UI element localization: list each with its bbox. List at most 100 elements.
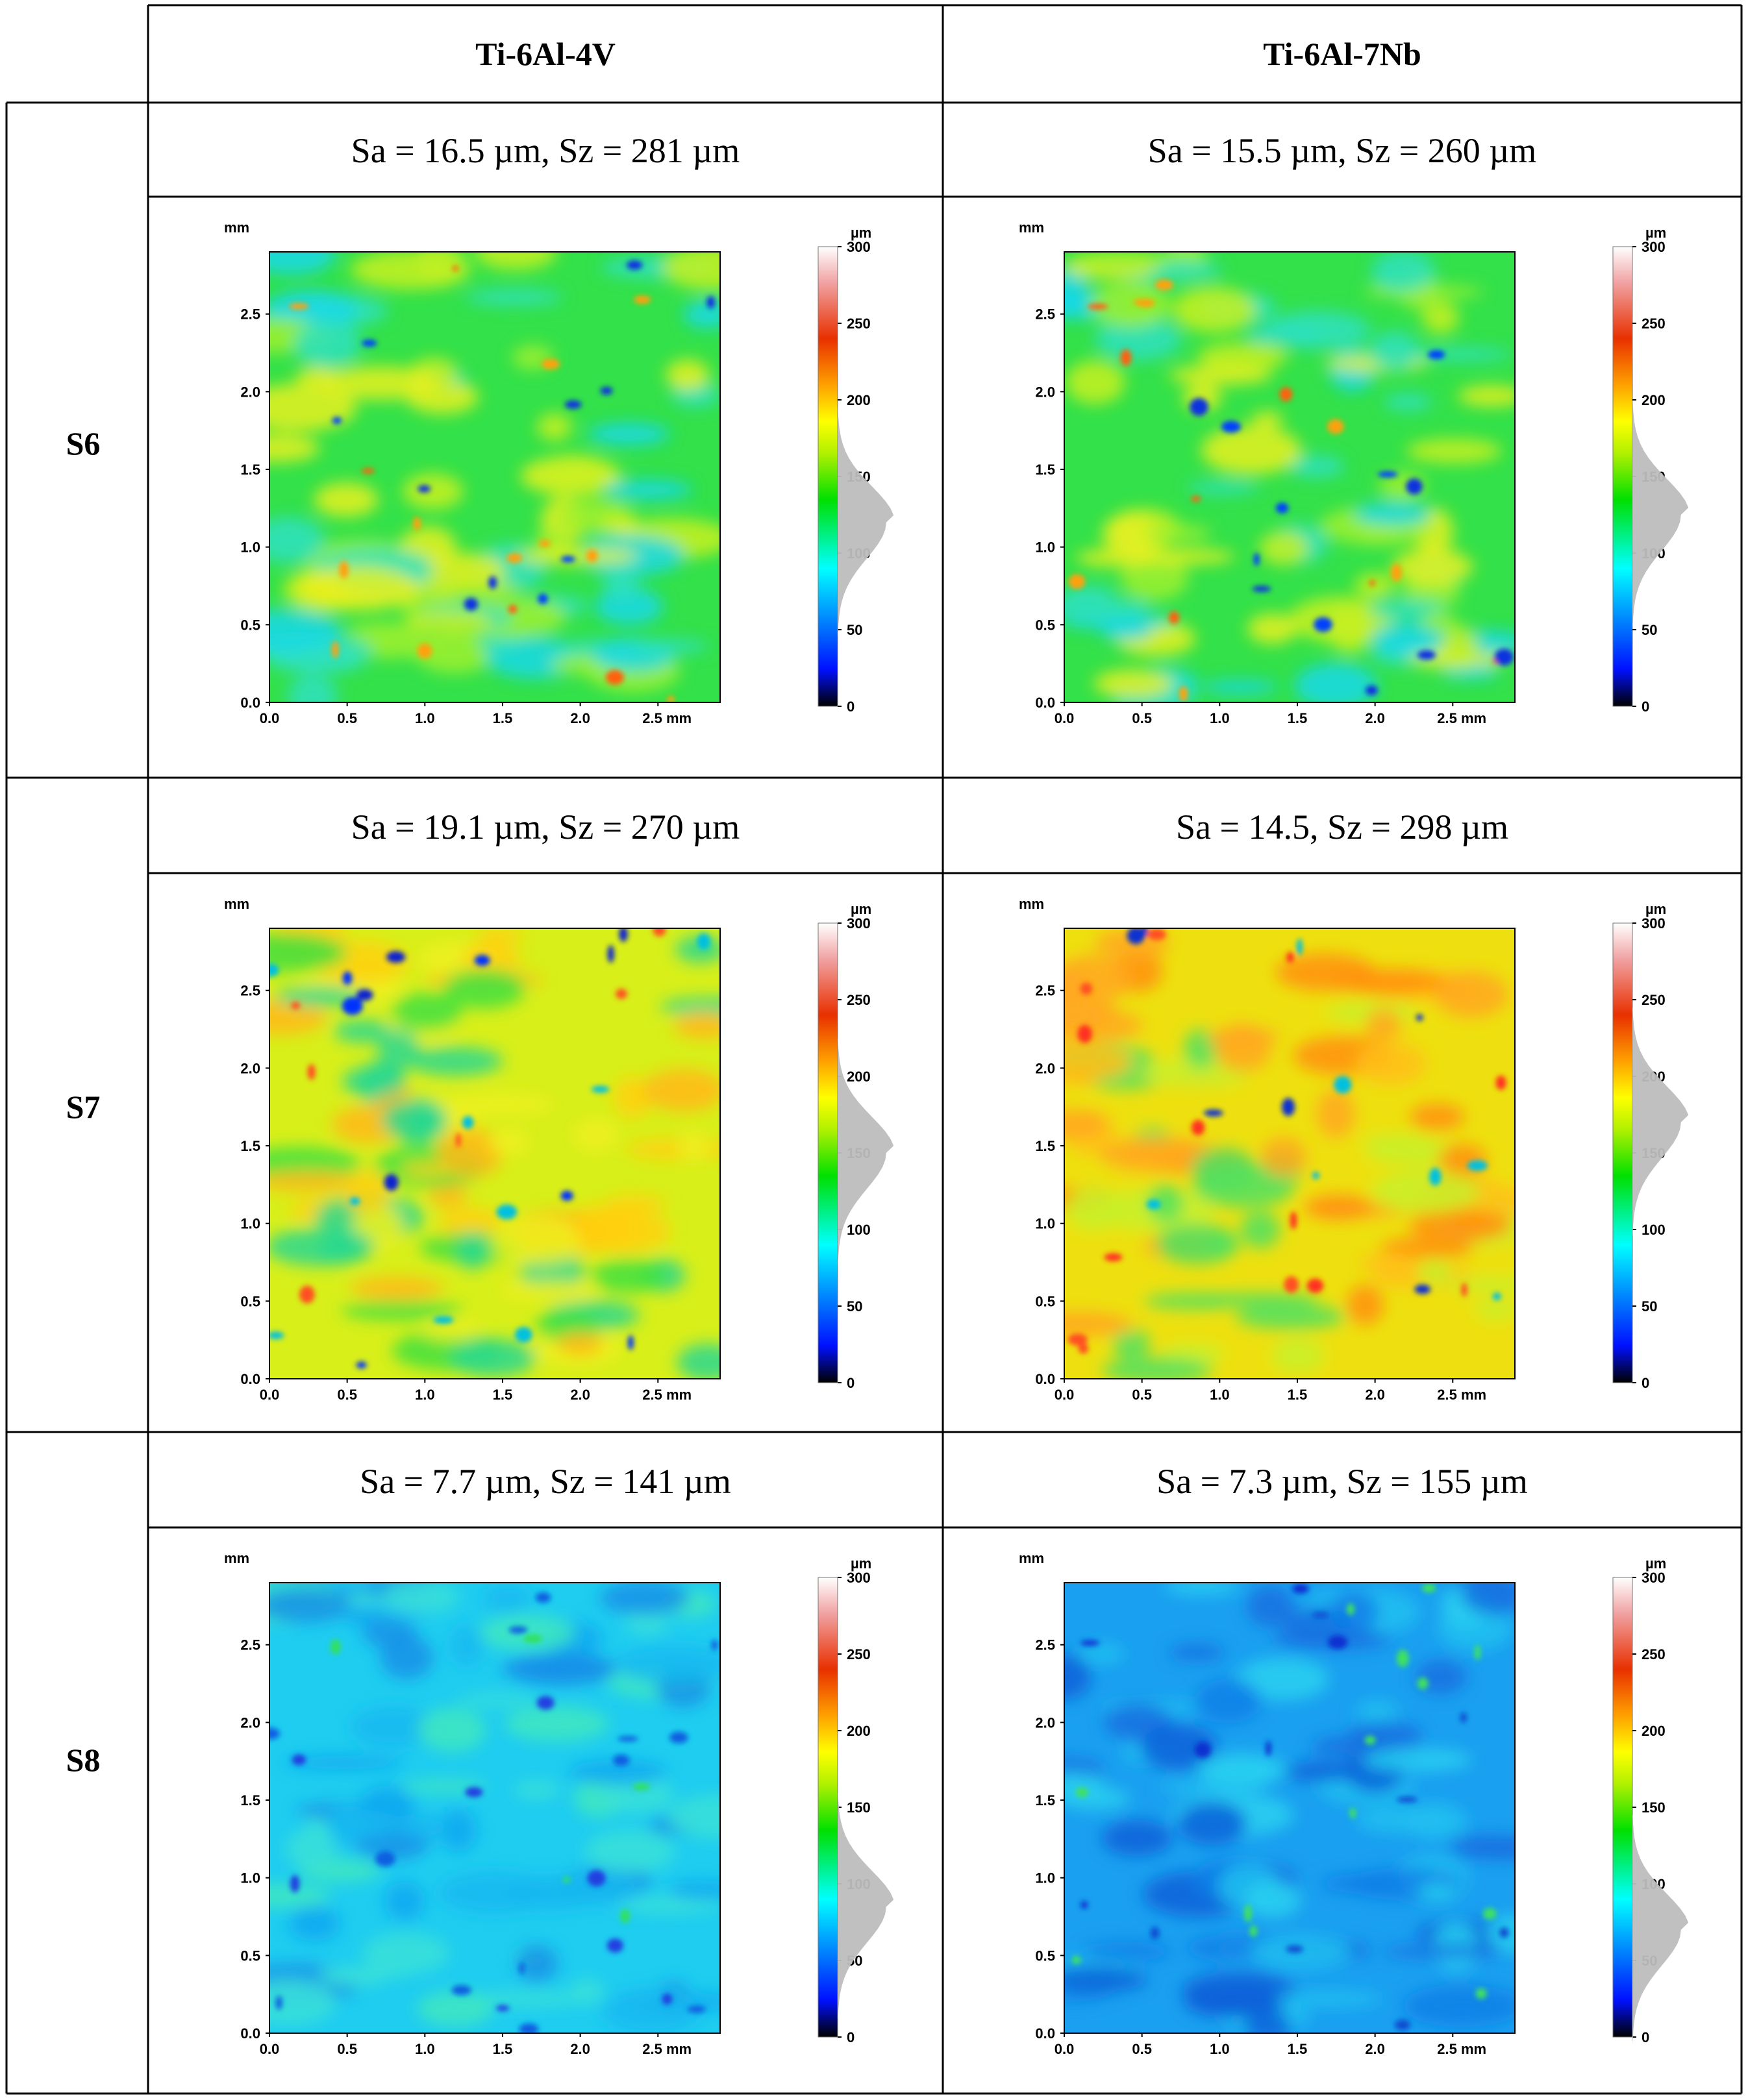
colorbar-gradient xyxy=(818,922,838,1383)
colorbar-tick-label: 0 xyxy=(1642,1375,1649,1391)
colorbar-tick-label: 250 xyxy=(847,315,871,332)
colorbar-tick-label: 250 xyxy=(847,1646,871,1662)
roughness-stats-s7-ti6al4v: Sa = 19.1 µm, Sz = 270 µm xyxy=(351,808,740,846)
y-tick-label: 0.5 xyxy=(240,617,260,633)
height-map-image xyxy=(1064,1583,1515,2033)
x-tick-label: 1.5 xyxy=(493,710,513,726)
plot-frame xyxy=(1064,1582,1516,2034)
colorbar-tick-label: 50 xyxy=(1642,1298,1657,1315)
x-tick-label: 2.0 xyxy=(570,1387,590,1403)
colorbar-tick-label: 200 xyxy=(847,1069,871,1085)
y-tick-label: 0.5 xyxy=(1035,1947,1055,1964)
x-tick-label: 1.5 xyxy=(493,1387,513,1403)
x-tick-label: 2.5 mm xyxy=(1437,710,1486,726)
x-tick-label: 2.0 xyxy=(1365,2041,1385,2057)
y-tick-label: 2.5 xyxy=(240,983,260,999)
colorbar-tick-label: 100 xyxy=(1642,1222,1666,1238)
y-tick-label: 1.0 xyxy=(1035,1870,1055,1886)
y-tick-label: 0.5 xyxy=(240,1947,260,1964)
surface-map-s6-ti6al4v: mm 0.0 0.5 1.0 1.5 2.0 2.5 0.0 0.5 1.0 1.5 2.0 2.5 m… xyxy=(224,219,894,726)
colorbar-tick-label: 200 xyxy=(1642,1723,1666,1739)
x-tick-label: 0.5 xyxy=(337,1387,357,1403)
x-tick-label: 2.5 mm xyxy=(642,710,692,726)
y-axis-unit: mm xyxy=(1019,896,1044,912)
y-tick-label: 0.5 xyxy=(1035,617,1055,633)
y-axis-unit: mm xyxy=(224,219,249,236)
colorbar-gradient xyxy=(818,246,838,707)
colorbar-tick-label: 200 xyxy=(847,392,871,408)
x-tick-label: 0.5 xyxy=(1132,2041,1152,2057)
y-tick-label: 0.0 xyxy=(240,695,260,711)
y-tick-label: 1.5 xyxy=(240,462,260,478)
colorbar-tick-label: 250 xyxy=(1642,992,1666,1008)
surface-map-s8-ti6al4v: mm 0.0 0.5 1.0 1.5 2.0 2.5 0.0 0.5 1.0 1.5 2.0 2.5 m… xyxy=(224,1550,894,2057)
y-tick-label: 1.5 xyxy=(1035,462,1055,478)
x-tick-label: 2.0 xyxy=(1365,1387,1385,1403)
x-tick-label: 2.5 mm xyxy=(1437,1387,1486,1403)
x-tick-label: 2.5 mm xyxy=(1437,2041,1486,2057)
x-tick-label: 0.0 xyxy=(260,2041,280,2057)
x-tick-label: 0.0 xyxy=(260,1387,280,1403)
row-label-s6: S6 xyxy=(66,425,101,462)
colorbar-tick-label: 300 xyxy=(847,915,871,932)
x-tick-label: 1.5 xyxy=(493,2041,513,2057)
height-histogram xyxy=(838,408,894,637)
x-tick-label: 0.0 xyxy=(1055,710,1075,726)
colorbar-tick-label: 200 xyxy=(847,1723,871,1739)
y-axis-unit: mm xyxy=(1019,219,1044,236)
y-tick-label: 1.5 xyxy=(240,1792,260,1809)
height-histogram xyxy=(838,1792,894,2021)
x-tick-label: 1.0 xyxy=(1210,710,1230,726)
colorbar-tick-label: 0 xyxy=(1642,698,1649,715)
colorbar-tick-label: 0 xyxy=(847,2029,855,2045)
colorbar: µm050100150200250300 xyxy=(818,901,894,1391)
y-tick-label: 1.0 xyxy=(240,539,260,556)
x-tick-label: 0.0 xyxy=(1055,2041,1075,2057)
y-tick-label: 1.5 xyxy=(240,1138,260,1154)
y-tick-label: 0.0 xyxy=(1035,2025,1055,2042)
y-tick-label: 1.0 xyxy=(240,1216,260,1232)
x-tick-label: 2.0 xyxy=(570,710,590,726)
colorbar-tick-label: 0 xyxy=(847,1375,855,1391)
height-map-image xyxy=(1064,928,1515,1379)
height-histogram xyxy=(1632,1815,1689,2044)
plot-frame xyxy=(269,928,721,1379)
y-tick-label: 2.0 xyxy=(1035,1714,1055,1731)
row-label-s8: S8 xyxy=(66,1742,101,1778)
colorbar-tick-label: 200 xyxy=(1642,392,1666,408)
colorbar-unit: µm xyxy=(1645,225,1666,241)
colorbar-unit: µm xyxy=(1645,1555,1666,1572)
x-tick-label: 1.0 xyxy=(1210,2041,1230,2057)
y-axis-unit: mm xyxy=(224,896,249,912)
y-tick-label: 1.0 xyxy=(1035,1216,1055,1232)
colorbar: µm050100150200250300 xyxy=(1612,225,1689,715)
y-tick-label: 1.5 xyxy=(1035,1792,1055,1809)
roughness-stats-s8-ti6al4v: Sa = 7.7 µm, Sz = 141 µm xyxy=(360,1462,731,1501)
height-histogram xyxy=(838,1039,894,1267)
column-header-ti6al7nb: Ti-6Al-7Nb xyxy=(1263,36,1421,72)
x-tick-label: 1.0 xyxy=(415,1387,435,1403)
surface-map-s7-ti6al4v: mm 0.0 0.5 1.0 1.5 2.0 2.5 0.0 0.5 1.0 1.5 2.0 2.5 m… xyxy=(224,896,894,1403)
colorbar-tick-label: 250 xyxy=(1642,1646,1666,1662)
table-grid xyxy=(5,4,1743,2095)
height-map-image xyxy=(1064,252,1515,702)
y-tick-label: 0.5 xyxy=(1035,1293,1055,1309)
colorbar: µm050100150200250300 xyxy=(1612,1555,1689,2045)
colorbar-tick-label: 250 xyxy=(1642,315,1666,332)
x-tick-label: 0.5 xyxy=(337,2041,357,2057)
colorbar-tick-label: 50 xyxy=(1642,622,1657,638)
x-tick-label: 0.0 xyxy=(1055,1387,1075,1403)
x-tick-label: 2.5 mm xyxy=(642,2041,692,2057)
y-tick-label: 2.0 xyxy=(1035,1060,1055,1076)
colorbar-unit: µm xyxy=(851,901,871,917)
roughness-stats-s6-ti6al7nb: Sa = 15.5 µm, Sz = 260 µm xyxy=(1148,131,1537,170)
surface-map-s6-ti6al7nb: mm 0.0 0.5 1.0 1.5 2.0 2.5 0.0 0.5 1.0 1.5 2.0 2.5 m… xyxy=(1019,219,1689,726)
x-tick-label: 1.0 xyxy=(1210,1387,1230,1403)
colorbar-tick-label: 300 xyxy=(1642,915,1666,932)
colorbar: µm050100150200250300 xyxy=(818,225,894,715)
y-tick-label: 2.5 xyxy=(1035,306,1055,323)
plot-frame xyxy=(269,251,721,703)
x-tick-label: 0.5 xyxy=(1132,1387,1152,1403)
plot-frame xyxy=(1064,251,1516,703)
